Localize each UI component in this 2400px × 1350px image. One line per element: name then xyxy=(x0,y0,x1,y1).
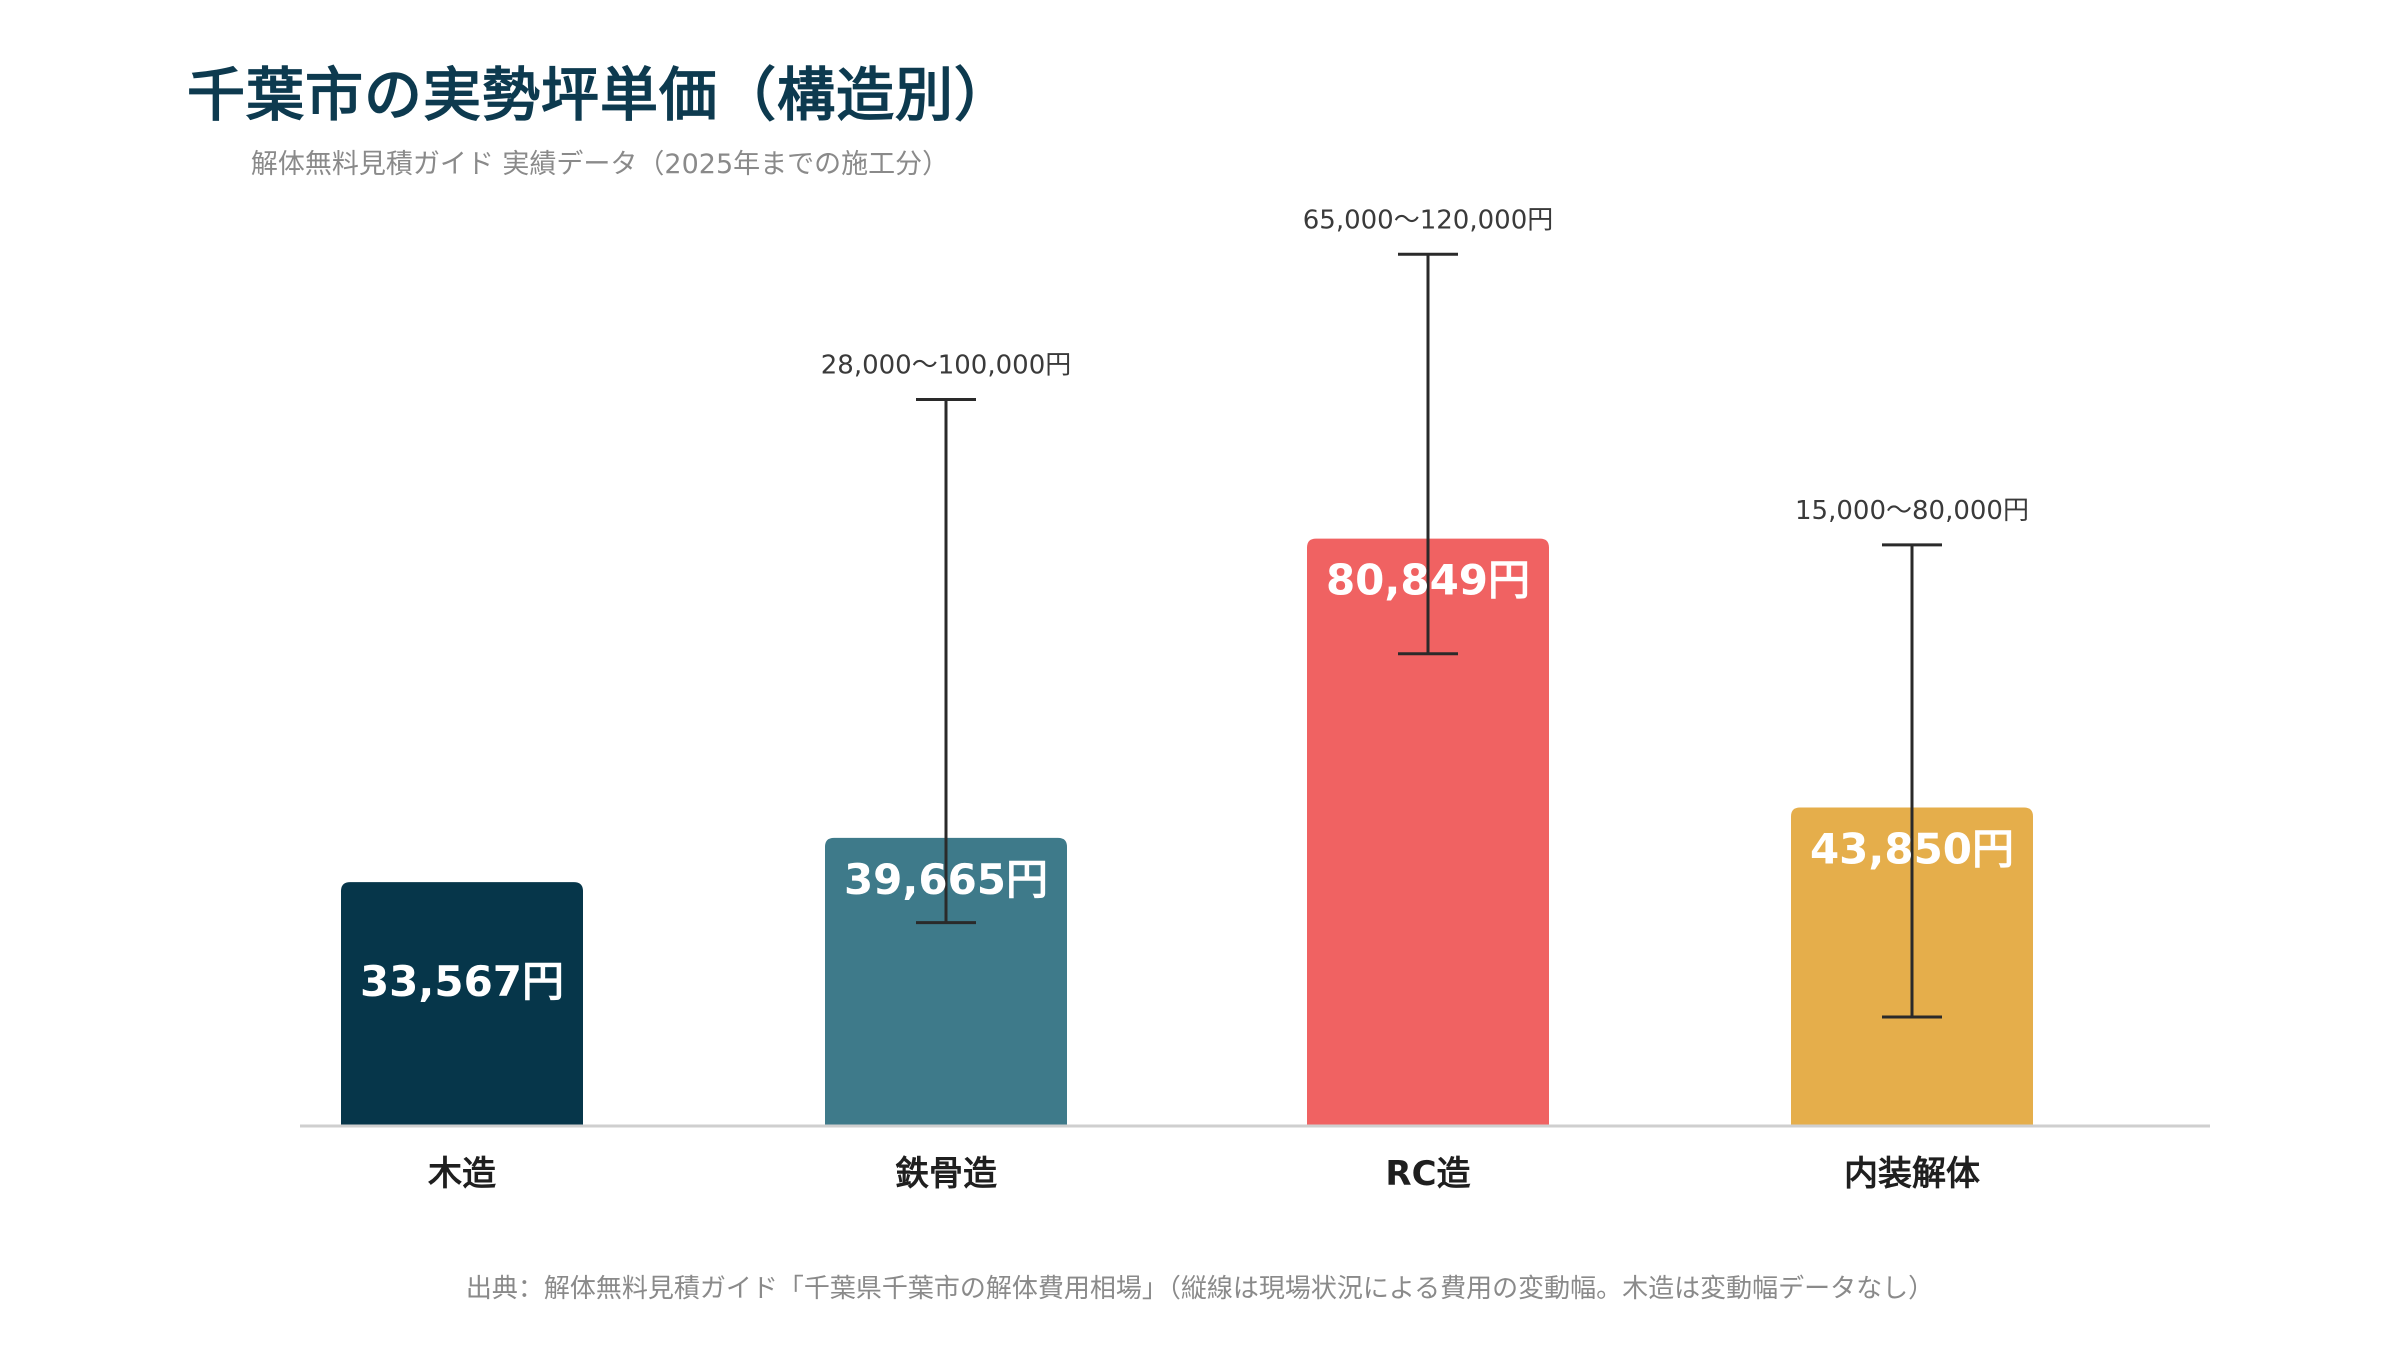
bar-value-label: 39,665円 xyxy=(844,855,1048,904)
range-label: 65,000〜120,000円 xyxy=(1303,205,1554,235)
range-label: 15,000〜80,000円 xyxy=(1795,496,2029,526)
chart-source-note: 出典：解体無料見積ガイド「千葉県千葉市の解体費用相場」（縦線は現場状況による費用… xyxy=(465,1274,1935,1304)
bar xyxy=(825,837,1067,1126)
chart-title: 千葉市の実勢坪単価（構造別） xyxy=(186,61,1013,129)
chart-subtitle: 解体無料見積ガイド 実績データ（2025年までの施工分） xyxy=(250,149,950,180)
category-label: 鉄骨造 xyxy=(895,1154,997,1194)
bar-value-label: 43,850円 xyxy=(1810,824,2014,873)
bar xyxy=(341,882,583,1126)
bar xyxy=(1307,538,1549,1126)
bar-value-label: 80,849円 xyxy=(1326,556,1530,605)
bar-value-label: 33,567円 xyxy=(360,957,564,1006)
category-label: 内装解体 xyxy=(1844,1154,1980,1194)
category-label: RC造 xyxy=(1385,1154,1470,1194)
category-label: 木造 xyxy=(427,1154,496,1194)
range-label: 28,000〜100,000円 xyxy=(821,351,1072,381)
